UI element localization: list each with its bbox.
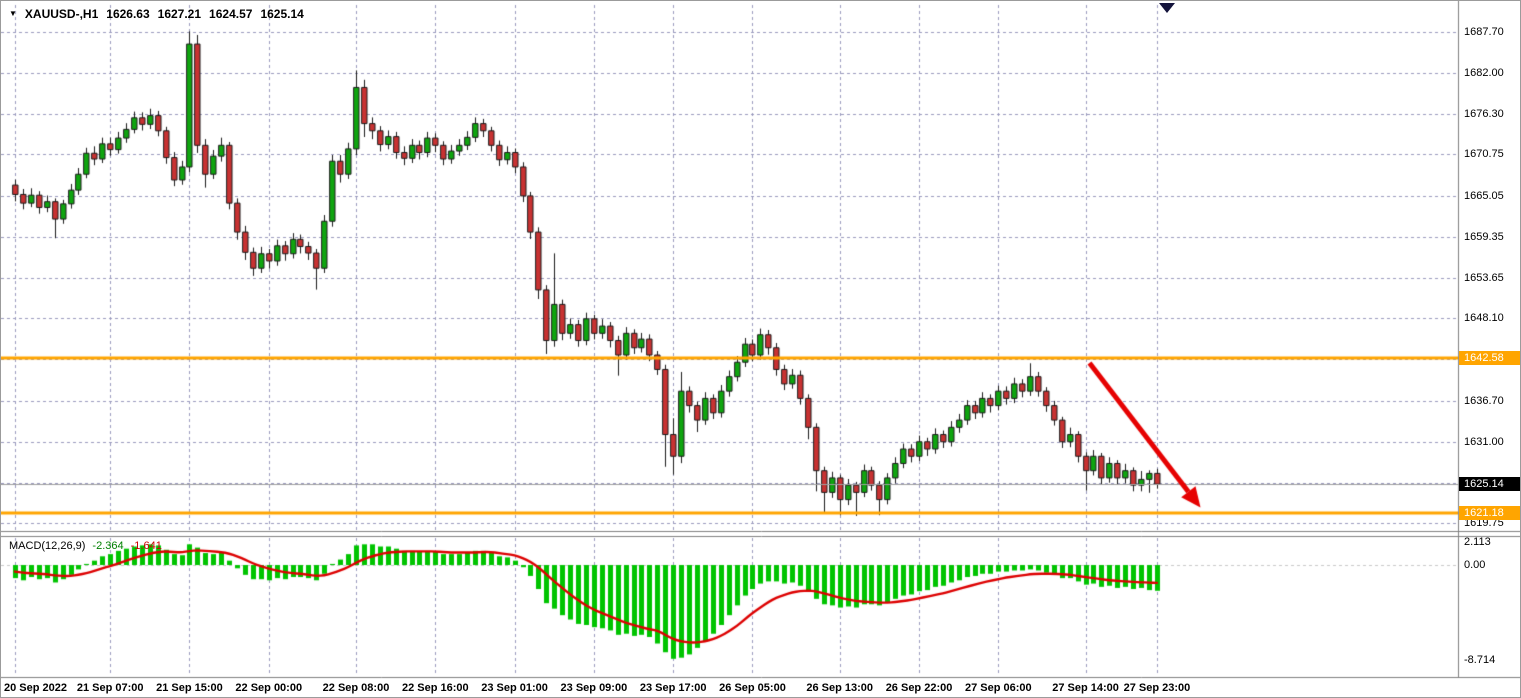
current-price-badge: 1625.14 bbox=[1459, 477, 1520, 492]
ohlc-high: 1627.21 bbox=[157, 7, 202, 21]
ohlc-open: 1626.63 bbox=[106, 7, 150, 21]
price-axis-label: 1665.05 bbox=[1464, 189, 1504, 202]
price-axis-label: 1631.00 bbox=[1464, 435, 1504, 448]
price-axis-label: 1619.75 bbox=[1464, 517, 1504, 530]
time-axis-label: 23 Sep 09:00 bbox=[560, 682, 628, 694]
ohlc-low: 1624.57 bbox=[209, 7, 253, 21]
time-axis-label: 22 Sep 08:00 bbox=[322, 682, 390, 694]
symbol-timeframe: XAUUSD-,H1 bbox=[24, 7, 99, 21]
time-axis-label: 26 Sep 22:00 bbox=[885, 682, 953, 694]
price-axis-label: 1659.35 bbox=[1464, 230, 1504, 243]
price-axis-label: 1653.65 bbox=[1464, 271, 1504, 284]
macd-indicator-label: MACD(12,26,9) -2.364 -1.641 bbox=[9, 540, 162, 552]
macd-axis-label: -8.714 bbox=[1464, 654, 1496, 667]
price-axis-label: 1682.00 bbox=[1464, 66, 1504, 79]
price-axis-label: 1636.70 bbox=[1464, 394, 1504, 407]
time-axis-label: 23 Sep 01:00 bbox=[481, 682, 548, 694]
time-axis-label: 20 Sep 2022 bbox=[4, 682, 67, 694]
macd-axis-label: 2.113 bbox=[1464, 536, 1491, 548]
chart-ohlc-header: ▼ XAUUSD-,H1 1626.63 1627.21 1624.57 162… bbox=[9, 7, 304, 21]
symbol-dropdown-icon[interactable]: ▼ bbox=[9, 9, 17, 18]
price-axis-label: 1648.10 bbox=[1464, 312, 1504, 325]
price-axis-label: 1676.30 bbox=[1464, 108, 1504, 121]
price-axis-label: 1670.75 bbox=[1464, 148, 1504, 161]
ohlc-close: 1625.14 bbox=[260, 7, 304, 21]
time-axis-label: 27 Sep 06:00 bbox=[964, 682, 1032, 694]
time-axis-label: 27 Sep 14:00 bbox=[1052, 682, 1119, 694]
macd-name: MACD(12,26,9) bbox=[9, 540, 86, 552]
time-axis-label: 21 Sep 15:00 bbox=[156, 682, 223, 694]
level-price-badge: 1642.58 bbox=[1459, 351, 1520, 366]
price-axis-label: 1687.70 bbox=[1464, 25, 1504, 38]
time-axis-label: 27 Sep 23:00 bbox=[1123, 682, 1191, 694]
time-axis-label: 23 Sep 17:00 bbox=[639, 682, 707, 694]
chart-shift-marker-icon[interactable] bbox=[1159, 3, 1175, 13]
macd-axis-label: 0.00 bbox=[1464, 559, 1486, 572]
time-axis-label: 26 Sep 05:00 bbox=[719, 682, 786, 694]
time-axis-label: 22 Sep 00:00 bbox=[235, 682, 303, 694]
time-axis-label: 26 Sep 13:00 bbox=[806, 682, 874, 694]
macd-main-value: -2.364 bbox=[92, 540, 124, 552]
level-price-badge: 1621.18 bbox=[1459, 505, 1520, 520]
time-axis-label: 21 Sep 07:00 bbox=[76, 682, 144, 694]
time-axis-label: 22 Sep 16:00 bbox=[401, 682, 469, 694]
macd-signal-value: -1.641 bbox=[130, 540, 162, 552]
